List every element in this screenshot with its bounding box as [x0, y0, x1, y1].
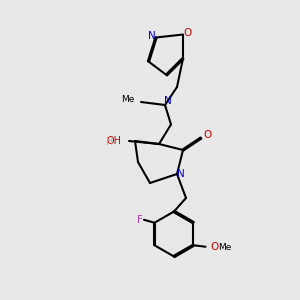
Text: N: N — [177, 169, 184, 179]
Text: Me: Me — [122, 94, 135, 103]
Text: Me: Me — [218, 243, 232, 252]
Text: O: O — [183, 28, 192, 38]
Text: O: O — [203, 130, 211, 140]
Text: O: O — [210, 242, 219, 252]
Text: N: N — [148, 31, 155, 41]
Text: N: N — [164, 96, 171, 106]
Text: H: H — [106, 137, 113, 147]
Text: OH: OH — [106, 136, 122, 146]
Text: F: F — [136, 215, 142, 225]
